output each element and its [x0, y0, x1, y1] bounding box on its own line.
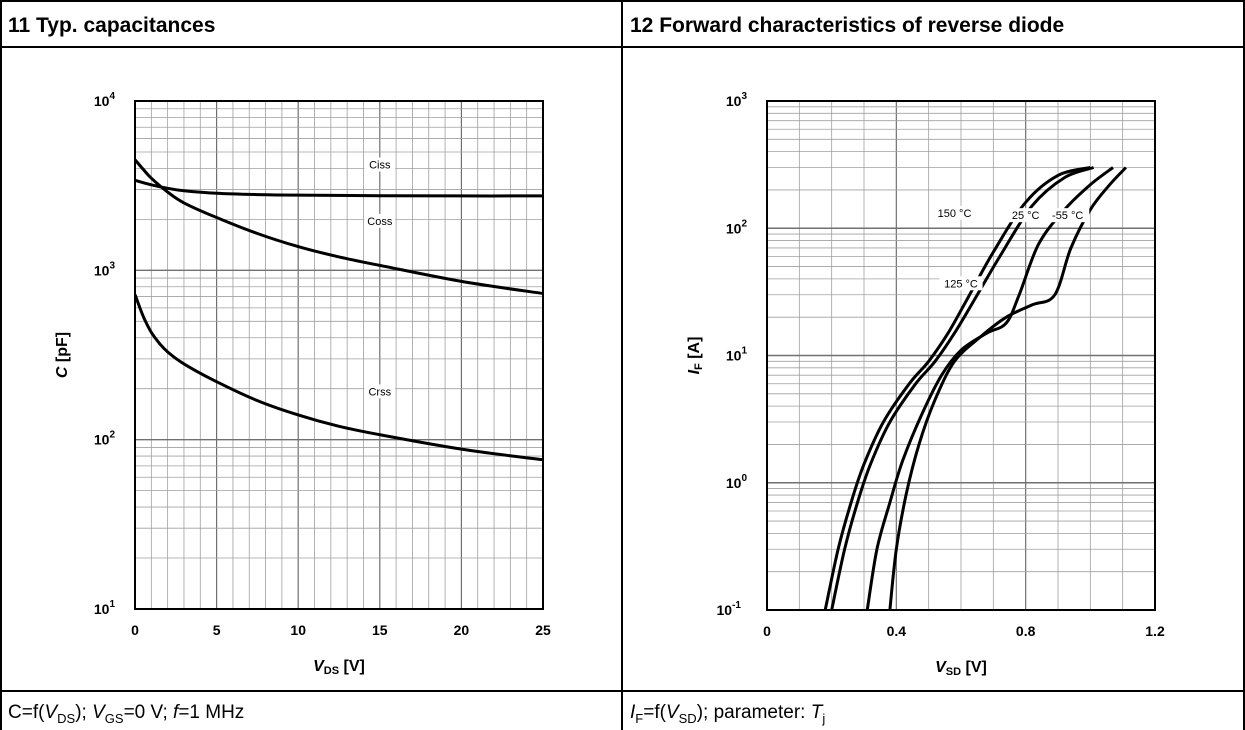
caption-var: V: [665, 702, 679, 723]
cap-series-label-bg: [364, 384, 396, 399]
cap-x-tick-label: 15: [372, 622, 388, 638]
diode-series-label-bg: [1046, 208, 1090, 223]
cap-series-label-bg: [364, 157, 396, 172]
diode-series-label-bg: [1007, 208, 1045, 223]
diode-y-tick-label: 102: [726, 218, 748, 236]
border-left: [0, 0, 2, 730]
diode-series-label-55-c: -55 °C: [1052, 210, 1083, 222]
caption-sub: F: [635, 710, 644, 726]
caption-sub: DS: [57, 710, 76, 726]
diode-x-tick-label: 0.4: [887, 623, 907, 639]
caption-text: C=f(: [8, 702, 45, 723]
cap-series-line-ciss: [135, 178, 543, 198]
caption-var: I: [630, 702, 636, 723]
diode-series-line-125-c: [830, 166, 1095, 610]
cap-plot-frame: [134, 100, 544, 610]
caption-var: V: [44, 702, 58, 723]
diode-series-label-bg: [932, 205, 977, 220]
border-middle: [621, 0, 623, 730]
caption-text: ); parameter:: [696, 702, 811, 723]
cap-chart: 0 5 10 15 20 25 101 102 103 104 VDS [V] C [pF] Ciss C…: [54, 91, 551, 677]
diode-y-axis-label: IF [A]: [686, 337, 705, 375]
diode-y-tick-label: 100: [726, 473, 748, 491]
diode-x-tick-label: 1.2: [1145, 623, 1165, 639]
cap-y-tick-label: 102: [94, 430, 116, 448]
panel-header-capacitances: 11 Typ. capacitances: [8, 14, 216, 37]
cap-series-label-crss: Crss: [368, 386, 391, 398]
caption-sub: SD: [678, 710, 697, 726]
border-right: [1243, 0, 1245, 730]
cap-series-label-bg: [364, 213, 396, 228]
diode-series-label-150-c: 150 °C: [938, 208, 972, 220]
diode-series-label-25-c: 25 °C: [1012, 210, 1040, 222]
cap-series-line-crss: [135, 293, 543, 462]
cap-series-line-coss: [135, 158, 543, 295]
cap-series-label-ciss: Ciss: [369, 159, 391, 171]
diode-x-axis-label: VSD [V]: [935, 659, 987, 678]
panel-header-reverse-diode: 12 Forward characteristics of reverse di…: [630, 14, 1065, 37]
cap-y-axis-label: C [pF]: [54, 332, 71, 378]
caption-capacitances: C=f(VDS); VGS=0 V; f=1 MHz: [8, 702, 244, 726]
diode-y-tick-label: 10-1: [717, 600, 742, 618]
caption-text: =1 MHz: [178, 702, 245, 723]
caption-var: f: [173, 702, 179, 723]
diode-y-tick-label: 103: [726, 91, 748, 109]
caption-reverse-diode: IF=f(VSD); parameter: Tj: [630, 702, 825, 726]
cap-y-tick-label: 101: [94, 599, 116, 617]
diode-y-tick-label: 101: [726, 346, 748, 364]
cap-x-tick-label: 25: [535, 622, 551, 638]
diode-series-line-150-c: [823, 166, 1091, 610]
cap-x-tick-label: 10: [290, 622, 306, 638]
caption-text: =0 V;: [123, 702, 174, 723]
diode-plot-frame: [766, 100, 1156, 611]
cap-x-tick-label: 0: [131, 622, 139, 638]
diode-series-label-bg: [939, 276, 983, 291]
cap-x-tick-label: 5: [213, 622, 221, 638]
cap-x-axis-label: VDS [V]: [313, 658, 365, 677]
cap-series-label-coss: Coss: [367, 216, 393, 228]
caption-text: =f(: [643, 702, 666, 723]
caption-sub: GS: [104, 710, 124, 726]
caption-sub: j: [822, 710, 826, 726]
diode-x-tick-label: 0: [763, 623, 771, 639]
cap-y-tick-label: 103: [94, 260, 116, 278]
cap-y-tick-label: 104: [94, 91, 116, 109]
caption-var: T: [810, 702, 823, 723]
caption-text: );: [75, 702, 93, 723]
diode-series-label-125-c: 125 °C: [944, 278, 978, 290]
diode-x-tick-label: 0.8: [1016, 623, 1036, 639]
diode-chart: 0 0.4 0.8 1.2 10-1 100 101 102 103 VSD [V] IF [A] 1…: [686, 91, 1165, 678]
cap-x-tick-label: 20: [454, 622, 470, 638]
caption-var: V: [92, 702, 105, 723]
